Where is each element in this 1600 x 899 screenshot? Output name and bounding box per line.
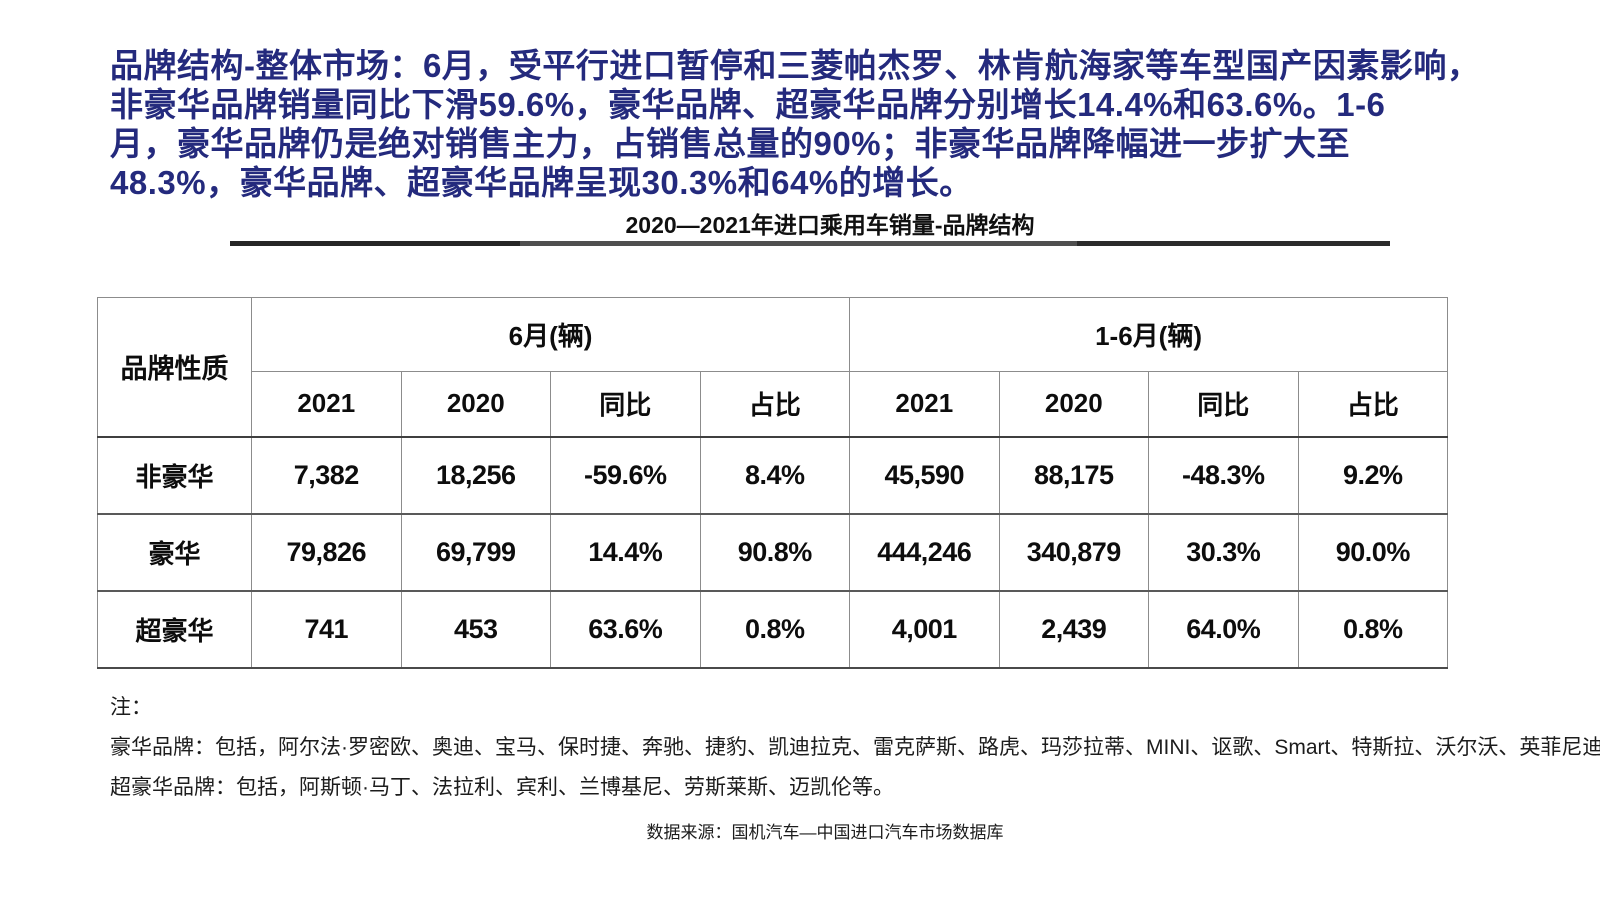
- group-header-h1: 1-6月(辆): [849, 297, 1449, 372]
- sales-table: 品牌性质 6月(辆) 1-6月(辆) 2021 2020 同比 占比 2021 …: [97, 297, 1449, 669]
- note-luxury-brands: 豪华品牌：包括，阿尔法·罗密欧、奥迪、宝马、保时捷、奔驰、捷豹、凯迪拉克、雷克萨…: [110, 736, 1600, 759]
- row-label: 超豪华: [97, 590, 252, 669]
- note-title: 注：: [110, 696, 152, 719]
- headline: 品牌结构-整体市场：6月，受平行进口暂停和三菱帕杰罗、林肯航海家等车型国产因素影…: [110, 46, 1480, 202]
- cell: 453: [400, 590, 551, 669]
- column-header: 同比: [1148, 371, 1299, 438]
- table-row: 超豪华 741 453 63.6% 0.8% 4,001 2,439 64.0%…: [97, 590, 1449, 669]
- column-header: 2021: [849, 371, 1000, 438]
- title-underline: [230, 241, 1390, 246]
- cell: 45,590: [849, 436, 1000, 515]
- column-header: 2020: [998, 371, 1150, 438]
- row-label: 豪华: [97, 513, 252, 592]
- cell: 2,439: [998, 590, 1150, 669]
- cell: 63.6%: [550, 590, 701, 669]
- table-row: 豪华 79,826 69,799 14.4% 90.8% 444,246 340…: [97, 513, 1449, 592]
- cell: 340,879: [998, 513, 1150, 592]
- notes: 注： 豪华品牌：包括，阿尔法·罗密欧、奥迪、宝马、保时捷、奔驰、捷豹、凯迪拉克、…: [110, 688, 1600, 808]
- cell: 14.4%: [550, 513, 701, 592]
- headline-line: 月，豪华品牌仍是绝对销售主力，占销售总量的90%；非豪华品牌降幅进一步扩大至: [110, 125, 1351, 162]
- cell: 8.4%: [699, 436, 851, 515]
- data-source: 数据来源：国机汽车—中国进口汽车市场数据库: [646, 823, 1004, 842]
- cell: 18,256: [400, 436, 551, 515]
- cell: 741: [251, 590, 402, 669]
- cell: 4,001: [849, 590, 1000, 669]
- cell: 9.2%: [1297, 436, 1449, 515]
- cell: 88,175: [998, 436, 1150, 515]
- table-row: 非豪华 7,382 18,256 -59.6% 8.4% 45,590 88,1…: [97, 436, 1449, 515]
- cell: 444,246: [849, 513, 1000, 592]
- cell: 90.0%: [1297, 513, 1449, 592]
- cell: 7,382: [251, 436, 402, 515]
- column-header: 2021: [251, 371, 402, 438]
- cell: 79,826: [251, 513, 402, 592]
- column-header: 同比: [550, 371, 701, 438]
- cell: 30.3%: [1148, 513, 1299, 592]
- cell: -59.6%: [550, 436, 701, 515]
- corner-header: 品牌性质: [97, 297, 252, 438]
- column-header: 2020: [400, 371, 551, 438]
- cell: 64.0%: [1148, 590, 1299, 669]
- cell: -48.3%: [1148, 436, 1299, 515]
- column-header: 占比: [1297, 371, 1449, 438]
- headline-line: 48.3%，豪华品牌、超豪华品牌呈现30.3%和64%的增长。: [110, 164, 973, 201]
- cell: 0.8%: [699, 590, 851, 669]
- headline-line: 品牌结构-整体市场：6月，受平行进口暂停和三菱帕杰罗、林肯航海家等车型国产因素影…: [110, 47, 1481, 84]
- cell: 90.8%: [699, 513, 851, 592]
- cell: 0.8%: [1297, 590, 1449, 669]
- table-title: 2020—2021年进口乘用车销量-品牌结构: [625, 212, 1035, 238]
- cell: 69,799: [400, 513, 551, 592]
- row-label: 非豪华: [97, 436, 252, 515]
- column-header: 占比: [699, 371, 851, 438]
- group-header-june: 6月(辆): [250, 297, 851, 372]
- headline-line: 非豪华品牌销量同比下滑59.6%，豪华品牌、超豪华品牌分别增长14.4%和63.…: [110, 86, 1386, 123]
- note-super-luxury-brands: 超豪华品牌：包括，阿斯顿·马丁、法拉利、宾利、兰博基尼、劳斯莱斯、迈凯伦等。: [110, 776, 894, 799]
